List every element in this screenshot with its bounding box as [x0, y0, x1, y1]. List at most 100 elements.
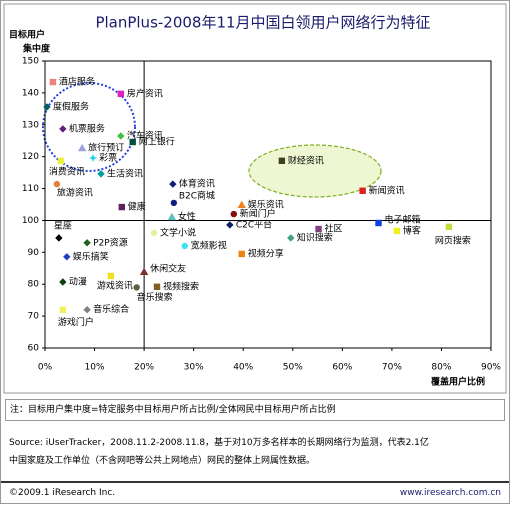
- point-label: 音乐搜索: [137, 291, 173, 303]
- footer: ©2009.1 iResearch Inc. www.iresearch.com…: [1, 481, 509, 505]
- point-marker: [150, 229, 158, 237]
- y-tick-label: 80: [28, 280, 40, 290]
- point-label: 文学小说: [160, 226, 196, 238]
- point-label: C2C平台: [236, 218, 272, 230]
- point-marker: [59, 125, 67, 133]
- point-marker: [237, 200, 246, 209]
- point-label: 视频分享: [248, 247, 284, 259]
- point-marker: [359, 187, 366, 194]
- point-label: 星座: [54, 219, 72, 231]
- point-label: 电子邮箱: [385, 213, 421, 225]
- y-axis-label: 目标用户: [9, 29, 45, 41]
- x-tick-label: 60%: [332, 363, 352, 373]
- point-marker: [83, 306, 91, 314]
- point-label: 生活资讯: [107, 167, 143, 179]
- point-marker: [445, 223, 453, 231]
- copyright: ©2009.1 iResearch Inc.: [9, 488, 116, 498]
- point-label: 房产资讯: [127, 87, 163, 99]
- point-label: 音乐综合: [93, 303, 129, 315]
- y-tick-label: 140: [22, 88, 39, 98]
- point-marker: [53, 180, 61, 188]
- y-tick-label: 60: [28, 344, 40, 354]
- chart: PlanPlus-2008年11月中国白领用户网络行为特征 目标用户 集中度 覆…: [3, 3, 507, 394]
- point-marker: [167, 212, 177, 221]
- point-marker: [55, 234, 63, 242]
- note: 注：目标用户集中度=特定服务中目标用户所占比例/全体网民中目标用户所占比例: [5, 399, 505, 421]
- point-marker: [139, 267, 149, 275]
- point-label: 体育资讯: [179, 178, 215, 190]
- x-tick-label: 90%: [481, 363, 501, 373]
- y-tick-label: 100: [22, 216, 39, 226]
- x-axis-label: 覆盖用户比例: [431, 376, 485, 388]
- point-label: 知识搜索: [297, 231, 333, 243]
- point-marker: [169, 180, 177, 188]
- point-label: 彩票: [99, 152, 117, 163]
- x-tick-label: 70%: [382, 363, 402, 373]
- x-tick-label: 80%: [431, 363, 451, 373]
- point-label: 网上银行: [139, 135, 175, 147]
- point-marker: [59, 306, 67, 313]
- point-marker: [393, 227, 401, 235]
- point-label: 新闻资讯: [369, 184, 405, 196]
- y-axis-label: 集中度: [22, 43, 51, 55]
- point-marker: [97, 170, 105, 178]
- point-label: 动漫: [69, 275, 87, 287]
- point-label: 健康: [128, 201, 146, 213]
- point-marker: [117, 90, 125, 98]
- point-label: B2C商城: [179, 189, 215, 201]
- point-marker: [77, 143, 87, 152]
- point-marker: [170, 199, 178, 207]
- point-label: 机票服务: [69, 122, 105, 134]
- x-tick-label: 30%: [184, 363, 204, 373]
- point-label: 女性: [178, 210, 196, 222]
- y-tick-label: 90: [28, 248, 40, 258]
- point-label: 酒店服务: [59, 76, 95, 88]
- point-label: 宽频影视: [191, 239, 227, 251]
- point-label: P2P资源: [93, 237, 128, 248]
- point-marker: [315, 225, 322, 233]
- point-marker: [63, 253, 71, 261]
- point-label: 社区: [325, 223, 343, 235]
- y-tick-label: 70: [28, 312, 40, 322]
- point-label: 财经资讯: [288, 154, 324, 166]
- point-marker: [278, 157, 286, 165]
- point-marker: [83, 239, 91, 247]
- highlight-ellipse: [42, 82, 136, 172]
- point-marker: [57, 157, 65, 165]
- x-tick-label: 0%: [38, 363, 53, 373]
- y-tick-label: 150: [22, 57, 39, 67]
- source: Source: iUserTracker，2008.11.2-2008.11.8…: [9, 438, 429, 448]
- point-label: 视频搜索: [163, 280, 199, 292]
- point-marker: [129, 138, 136, 146]
- point-label: 旅行预订: [88, 142, 124, 154]
- point-label: 博客: [403, 224, 421, 236]
- point-label: 度假服务: [53, 100, 89, 112]
- x-tick-label: 20%: [134, 363, 154, 373]
- source: 中国家庭及工作单位（不含网吧等公共上网地点）网民的整体上网属性数据。: [9, 456, 316, 466]
- point-marker: [107, 272, 115, 280]
- chart-frame: [3, 3, 507, 394]
- point-marker: [43, 103, 51, 111]
- point-marker: [49, 78, 57, 86]
- y-tick-label: 130: [22, 120, 39, 130]
- point-marker: [89, 153, 98, 162]
- point-label: 休闲交友: [150, 262, 186, 274]
- point-label: 旅游资讯: [57, 187, 93, 199]
- point-label: 汽车资讯: [127, 129, 163, 141]
- point-marker: [118, 203, 126, 211]
- point-marker: [238, 250, 245, 258]
- plot-frame: [44, 60, 492, 349]
- website: www.iresearch.com.cn: [399, 488, 501, 498]
- point-marker: [287, 234, 295, 242]
- point-marker: [181, 242, 188, 250]
- y-tick-label: 110: [22, 184, 39, 194]
- point-label: 消费资讯: [49, 165, 85, 177]
- point-marker: [59, 278, 67, 286]
- x-tick-label: 50%: [283, 363, 303, 373]
- point-label: 游戏门户: [58, 316, 94, 328]
- point-marker: [375, 219, 382, 227]
- point-label: 娱乐资讯: [248, 198, 284, 210]
- point-marker: [117, 132, 125, 140]
- point-label: 网页搜索: [435, 234, 471, 246]
